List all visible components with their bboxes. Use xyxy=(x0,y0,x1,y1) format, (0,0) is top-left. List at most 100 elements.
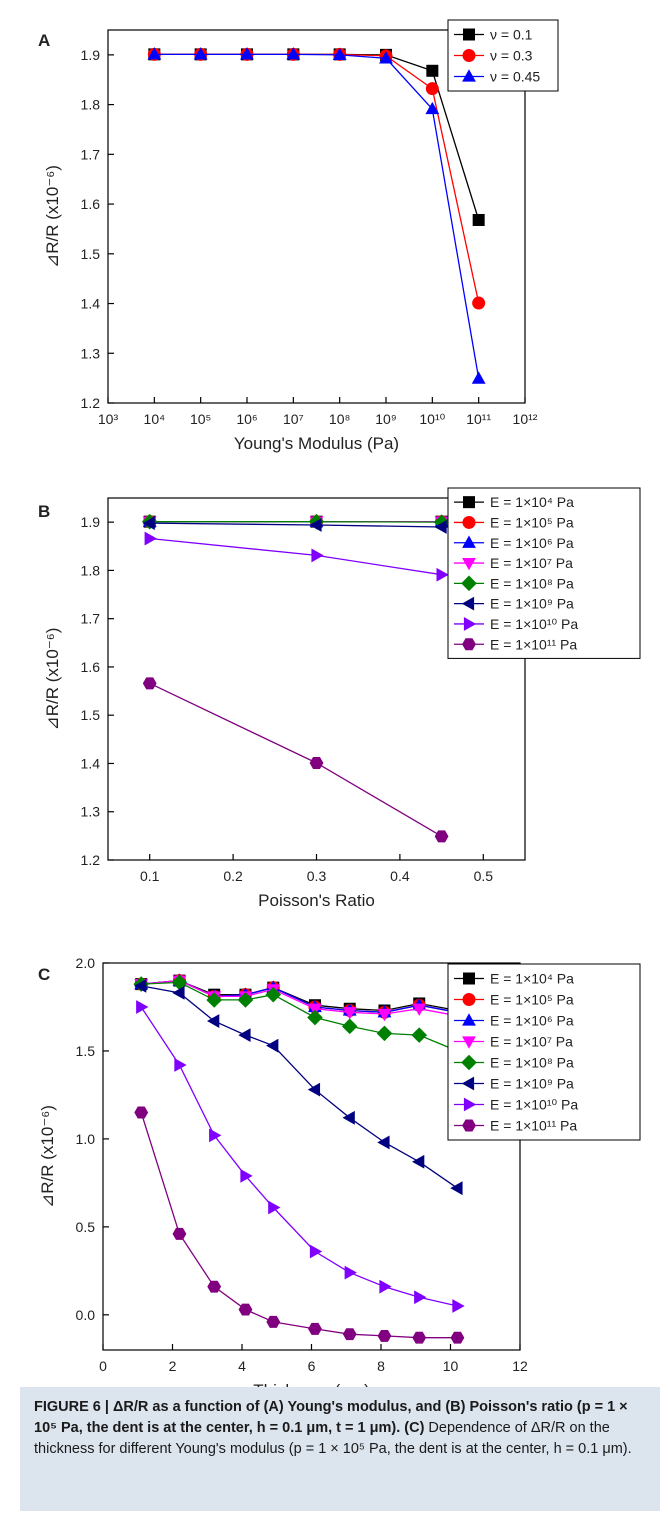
legend-label: ν = 0.3 xyxy=(490,48,533,64)
x-tick-label: 6 xyxy=(308,1358,316,1374)
data-point xyxy=(144,531,157,546)
legend-marker xyxy=(463,1097,477,1112)
legend-label: ν = 0.1 xyxy=(490,27,533,43)
y-tick-label: 1.3 xyxy=(81,345,101,361)
legend-label: E = 1×10⁹ Pa xyxy=(490,1076,574,1092)
x-tick-label: 10⁴ xyxy=(144,411,166,427)
data-point xyxy=(147,47,162,60)
data-point xyxy=(332,47,347,60)
data-point xyxy=(238,1303,253,1316)
caption-box: FIGURE 6 | ΔR/R as a function of (A) You… xyxy=(20,1387,660,1511)
series-1 xyxy=(148,48,485,226)
x-tick-label: 10 xyxy=(443,1358,459,1374)
legend-marker xyxy=(461,575,477,592)
series-5 xyxy=(141,513,450,530)
legend-marker xyxy=(463,617,477,631)
data-point xyxy=(266,1315,281,1328)
x-tick-label: 12 xyxy=(512,1358,528,1374)
y-tick-label: 1.4 xyxy=(81,755,101,771)
data-point xyxy=(471,371,486,384)
legend-label: E = 1×10¹¹ Pa xyxy=(490,636,577,652)
data-point xyxy=(209,1128,222,1143)
y-tick-label: 1.5 xyxy=(81,707,101,723)
data-point xyxy=(344,1265,357,1280)
data-point xyxy=(142,516,155,530)
series-line xyxy=(154,53,480,379)
panel-letter-c: C xyxy=(38,965,50,984)
data-point xyxy=(425,101,440,115)
caption-panel-c-label: (C) xyxy=(400,1420,425,1436)
data-point xyxy=(237,992,254,1008)
y-tick-label: 1.9 xyxy=(81,47,101,63)
data-point xyxy=(412,1003,427,1016)
data-point xyxy=(134,978,147,993)
series-line xyxy=(149,522,442,528)
data-point xyxy=(342,1328,357,1341)
legend-marker xyxy=(462,993,476,1006)
data-point xyxy=(377,1329,392,1342)
series-8 xyxy=(134,1106,465,1344)
legend-marker xyxy=(461,596,475,611)
x-tick-label: 10³ xyxy=(98,411,119,427)
data-point xyxy=(414,1290,427,1305)
data-point xyxy=(240,47,254,60)
data-point xyxy=(171,974,188,991)
data-point xyxy=(265,986,282,1003)
data-point xyxy=(309,1244,323,1259)
y-tick-label: 1.6 xyxy=(81,196,101,212)
series-line xyxy=(141,981,458,1052)
legend-label: E = 1×10⁶ Pa xyxy=(490,1013,574,1029)
y-tick-label: 0.5 xyxy=(76,1219,96,1235)
legend-marker xyxy=(462,1013,476,1026)
data-point xyxy=(207,1280,222,1293)
legend-marker xyxy=(462,49,476,62)
legend-label: E = 1×10⁵ Pa xyxy=(490,992,574,1008)
legend: E = 1×10⁴ Pa E = 1×10⁵ Pa E = 1×10⁶ Pa E = … xyxy=(447,487,641,659)
data-point xyxy=(207,1014,220,1028)
plot-frame xyxy=(107,29,526,404)
data-point xyxy=(268,1200,281,1215)
data-point xyxy=(379,51,393,64)
legend-label: ν = 0.45 xyxy=(490,69,540,85)
data-point xyxy=(206,992,222,1008)
data-point xyxy=(426,64,439,77)
data-point xyxy=(412,1154,425,1169)
legend-marker xyxy=(463,28,475,41)
y-tick-label: 1.2 xyxy=(81,395,101,411)
legend-label: E = 1×10⁶ Pa xyxy=(490,535,574,551)
data-point xyxy=(377,1135,390,1150)
x-tick-label: 10⁸ xyxy=(329,411,351,427)
legend-marker xyxy=(462,515,476,529)
data-point xyxy=(452,1299,465,1313)
series-3 xyxy=(147,47,486,384)
y-tick-label: 1.9 xyxy=(81,514,101,530)
x-axis-label: Young's Modulus (Pa) xyxy=(234,434,399,453)
panel-letter-b: B xyxy=(38,502,50,521)
x-tick-label: 0 xyxy=(99,1358,107,1374)
x-tick-label: 8 xyxy=(377,1358,385,1374)
legend-label: E = 1×10⁴ Pa xyxy=(490,971,574,987)
legend-label: E = 1×10¹⁰ Pa xyxy=(490,616,578,632)
x-tick-label: 10⁵ xyxy=(190,411,211,427)
x-tick-label: 10⁹ xyxy=(375,411,397,427)
legend-marker xyxy=(462,1036,476,1049)
y-tick-label: 1.8 xyxy=(81,97,101,113)
legend-marker xyxy=(461,1054,477,1071)
legend-label: E = 1×10⁷ Pa xyxy=(490,555,573,571)
y-tick-label: 1.5 xyxy=(81,246,101,262)
data-point xyxy=(472,213,485,226)
panel-b-chart: B 1.2 1.3 1.4 1.5 1.6 1.7 1.8 1.9 0.1 0.2 0.3 0.4 0.… xyxy=(38,487,641,910)
data-point xyxy=(174,1058,187,1072)
series-2 xyxy=(147,47,486,310)
data-point xyxy=(240,1168,253,1183)
data-point xyxy=(434,830,449,843)
legend-marker xyxy=(462,535,476,548)
series-line xyxy=(149,537,442,576)
x-tick-label: 10⁶ xyxy=(236,411,257,427)
panel-letter-a: A xyxy=(38,31,50,50)
data-point xyxy=(134,1106,149,1119)
data-point xyxy=(450,1331,465,1344)
y-tick-label: 1.8 xyxy=(81,562,101,578)
data-point xyxy=(266,1038,279,1053)
